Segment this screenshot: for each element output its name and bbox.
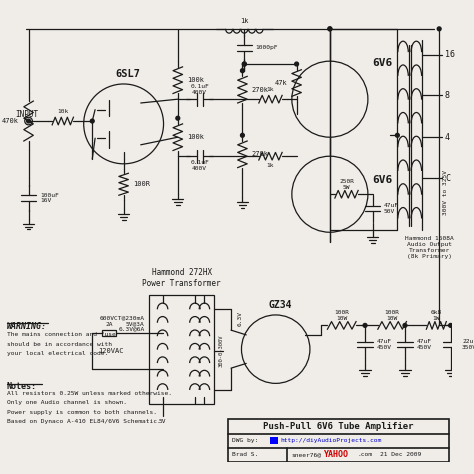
Text: 6.3V: 6.3V [238, 311, 243, 326]
Text: The mains connection and fuse: The mains connection and fuse [7, 332, 116, 337]
Text: WARNING:: WARNING: [7, 321, 47, 330]
Text: 6SL7: 6SL7 [116, 70, 141, 80]
Text: sneer76@: sneer76@ [291, 452, 321, 457]
Text: 1000pF: 1000pF [256, 46, 278, 50]
Text: All resistors 0.25W unless marked otherwise.: All resistors 0.25W unless marked otherw… [7, 391, 172, 396]
Circle shape [176, 116, 180, 120]
Text: 1k: 1k [267, 87, 274, 92]
Text: Power supply is common to both channels.: Power supply is common to both channels. [7, 410, 157, 415]
Text: 21 Dec 2009: 21 Dec 2009 [380, 452, 421, 457]
Text: 100R
10W: 100R 10W [384, 310, 400, 321]
Text: 270k: 270k [252, 87, 269, 93]
Text: 8: 8 [445, 91, 450, 100]
Text: 47uF
50V: 47uF 50V [384, 203, 399, 214]
Circle shape [395, 133, 399, 137]
Circle shape [242, 62, 246, 66]
Text: 100R: 100R [133, 181, 150, 187]
Text: 300-0-300V: 300-0-300V [219, 335, 224, 367]
Text: 47k: 47k [274, 80, 287, 86]
Text: .com: .com [357, 452, 373, 457]
Circle shape [240, 133, 244, 137]
Text: 47uF
450V: 47uF 450V [376, 339, 392, 350]
Text: 100R
10W: 100R 10W [334, 310, 349, 321]
Circle shape [328, 27, 332, 31]
Bar [149, 295, 214, 404]
Text: 120VAC: 120VAC [99, 348, 124, 354]
Text: Hammond 272HX
Power Transformer: Hammond 272HX Power Transformer [142, 268, 221, 288]
Text: your local electrical code.: your local electrical code. [7, 351, 108, 356]
Text: 10k: 10k [57, 109, 68, 114]
Text: 100uF
16V: 100uF 16V [40, 192, 59, 203]
Text: 470k: 470k [2, 118, 19, 124]
Text: C: C [445, 173, 450, 182]
Text: GZ34: GZ34 [269, 301, 292, 310]
Text: DWG by:: DWG by: [232, 438, 258, 443]
Circle shape [240, 69, 244, 73]
Text: 47uF
450V: 47uF 450V [416, 339, 431, 350]
Text: 100k: 100k [187, 77, 204, 83]
Text: Notes:: Notes: [7, 383, 36, 392]
Text: Push-Pull 6V6 Tube Amplifier: Push-Pull 6V6 Tube Amplifier [263, 422, 414, 431]
Text: 22uF
350V: 22uF 350V [462, 339, 474, 350]
Text: 6V6: 6V6 [372, 58, 392, 68]
Circle shape [363, 323, 367, 327]
Text: 2A: 2A [106, 322, 113, 327]
Text: 270k: 270k [252, 151, 269, 157]
Text: 100k: 100k [187, 134, 204, 140]
Circle shape [449, 323, 453, 327]
Text: 5V: 5V [159, 419, 166, 424]
Text: Brad S.: Brad S. [232, 452, 258, 457]
Text: Based on Dynaco A-410 EL84/6V6 Schematic.: Based on Dynaco A-410 EL84/6V6 Schematic… [7, 419, 161, 425]
Text: Only one Audio channel is shown.: Only one Audio channel is shown. [7, 401, 127, 405]
Text: INPUT: INPUT [15, 110, 38, 119]
Text: 1k: 1k [240, 18, 248, 24]
Bar [228, 419, 449, 462]
Circle shape [91, 119, 94, 123]
Text: 0.1uF
400V: 0.1uF 400V [190, 84, 209, 95]
Text: 6k8
1W: 6k8 1W [431, 310, 442, 321]
Text: 250R
5W: 250R 5W [339, 179, 354, 190]
Circle shape [328, 27, 332, 31]
Circle shape [27, 119, 30, 123]
Text: Hammond 1608A
Audio Output
Transformer
(8k Primary): Hammond 1608A Audio Output Transformer (… [405, 236, 454, 259]
Text: should be in accordance with: should be in accordance with [7, 342, 112, 346]
Bar [102, 330, 116, 336]
Circle shape [438, 27, 441, 31]
Circle shape [403, 323, 407, 327]
Text: 6V6: 6V6 [372, 175, 392, 185]
Text: http://diyAudioProjects.com: http://diyAudioProjects.com [281, 438, 382, 443]
Bar [270, 437, 278, 444]
Text: YAHOO: YAHOO [323, 450, 348, 459]
Text: 600VCT@230mA
5V@3A
6.3V@6A: 600VCT@230mA 5V@3A 6.3V@6A [100, 315, 145, 332]
Text: 300V to 325V: 300V to 325V [443, 170, 448, 215]
Text: 1k: 1k [267, 163, 274, 168]
Text: 0.1uF
400V: 0.1uF 400V [190, 160, 209, 171]
Circle shape [242, 62, 246, 66]
Text: 16: 16 [445, 50, 455, 59]
Circle shape [295, 62, 299, 66]
Text: 4: 4 [445, 133, 450, 142]
